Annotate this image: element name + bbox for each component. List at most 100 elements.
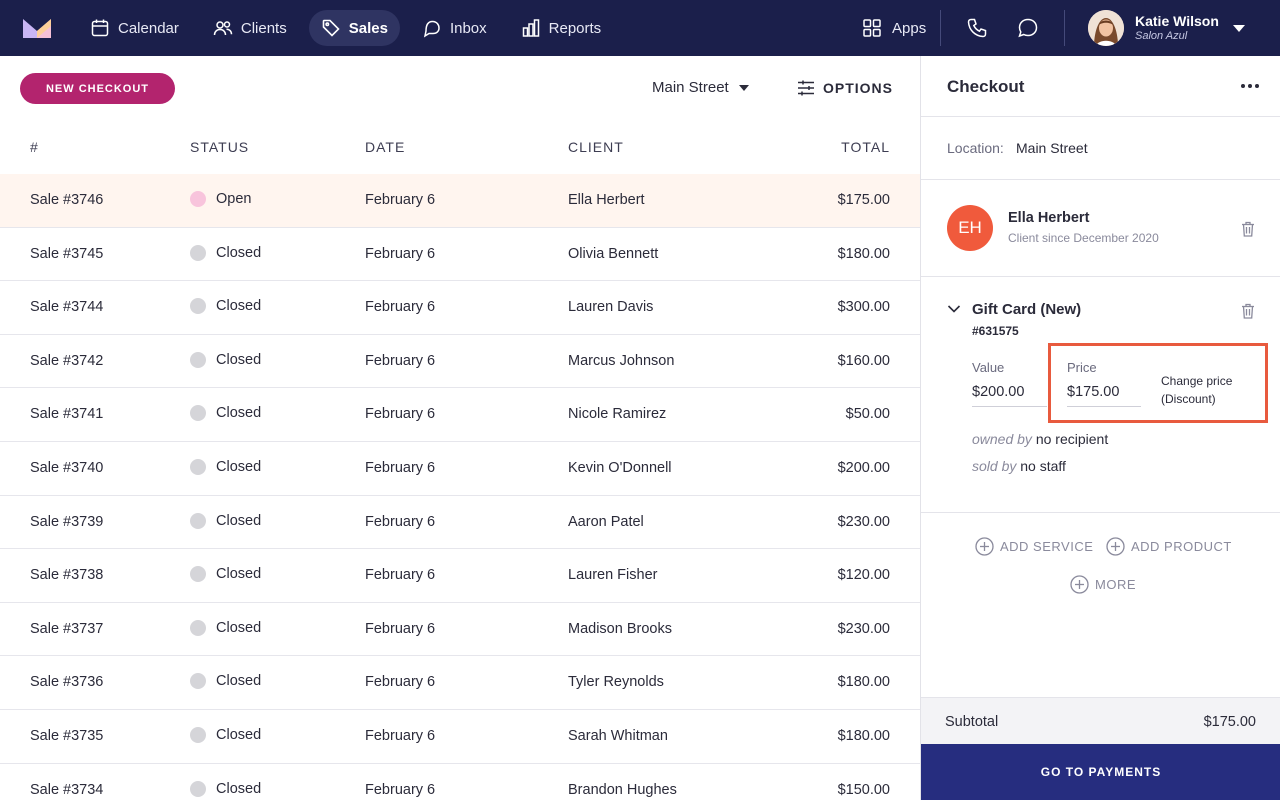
sale-date: February 6 xyxy=(365,459,436,476)
sale-total: $160.00 xyxy=(837,352,890,369)
change-price-note: (Discount) xyxy=(1161,392,1216,406)
plus-circle-icon xyxy=(975,537,994,556)
table-row[interactable]: Sale #3739 Closed February 6 Aaron Patel… xyxy=(0,496,920,550)
subtotal-bar: Subtotal $175.00 xyxy=(921,697,1280,744)
nav-divider xyxy=(1064,10,1065,46)
options-button[interactable]: OPTIONS xyxy=(797,79,893,97)
nav-clients[interactable]: Clients xyxy=(201,10,299,46)
table-row[interactable]: Sale #3742 Closed February 6 Marcus John… xyxy=(0,335,920,389)
sale-date: February 6 xyxy=(365,192,436,208)
bar-chart-icon xyxy=(522,19,539,37)
column-header-status[interactable]: STATUS xyxy=(190,139,250,155)
nav-inbox[interactable]: Inbox xyxy=(410,10,499,46)
status-dot-closed xyxy=(190,673,206,690)
add-service-button[interactable]: ADD SERVICE xyxy=(975,537,1093,556)
owned-by-row[interactable]: owned by no recipient xyxy=(972,431,1108,447)
sale-total: $180.00 xyxy=(837,245,890,262)
sale-client: Aaron Patel xyxy=(568,513,644,530)
table-row[interactable]: Sale #3740 Closed February 6 Kevin O'Don… xyxy=(0,442,920,496)
nav-calendar-label: Calendar xyxy=(118,19,179,37)
status-dot-open xyxy=(190,191,206,207)
client-since: Client since December 2020 xyxy=(1008,231,1159,245)
table-row[interactable]: Sale #3735 Closed February 6 Sarah Whitm… xyxy=(0,710,920,764)
go-to-payments-button[interactable]: GO TO PAYMENTS xyxy=(921,744,1280,800)
status-label: Closed xyxy=(216,619,262,636)
price-input[interactable] xyxy=(1067,384,1141,407)
sale-status: Closed xyxy=(190,458,262,475)
sale-total: $180.00 xyxy=(837,674,890,691)
apps-menu[interactable]: Apps xyxy=(862,10,926,46)
nav-inbox-label: Inbox xyxy=(449,19,487,37)
sale-status: Closed xyxy=(190,244,262,261)
subtotal-value: $175.00 xyxy=(1203,714,1256,730)
value-input[interactable] xyxy=(972,384,1047,407)
sale-status: Closed xyxy=(190,351,261,368)
sale-status: Closed xyxy=(190,405,262,422)
sale-total: $50.00 xyxy=(845,406,890,423)
user-name: Katie Wilson xyxy=(1135,13,1219,29)
column-header-total[interactable]: TOTAL xyxy=(841,139,890,155)
chat-icon[interactable] xyxy=(1017,17,1039,39)
sold-by-label: sold by xyxy=(972,458,1017,474)
phone-icon[interactable] xyxy=(966,17,988,39)
status-dot-closed xyxy=(190,619,206,636)
column-header-number[interactable]: # xyxy=(30,139,39,155)
chevron-down-icon[interactable] xyxy=(947,304,961,314)
sale-client: Lauren Davis xyxy=(568,299,654,316)
status-label: Closed xyxy=(216,458,262,475)
table-row[interactable]: Sale #3746 Open February 6 Ella Herbert … xyxy=(0,174,920,228)
more-button[interactable]: MORE xyxy=(1070,575,1136,594)
change-price-link[interactable]: Change price (Discount) xyxy=(1161,372,1232,408)
nav-calendar[interactable]: Calendar xyxy=(78,10,191,46)
location-select[interactable]: Main Street xyxy=(652,79,749,96)
table-row[interactable]: Sale #3736 Closed February 6 Tyler Reyno… xyxy=(0,656,920,710)
nav-clients-label: Clients xyxy=(240,19,287,37)
sale-total: $230.00 xyxy=(837,620,890,637)
table-row[interactable]: Sale #3741 Closed February 6 Nicole Rami… xyxy=(0,388,920,442)
status-dot-closed xyxy=(190,780,206,797)
sale-number: Sale #3738 xyxy=(30,567,104,584)
options-label: OPTIONS xyxy=(823,80,894,96)
nav-reports-label: Reports xyxy=(548,19,602,37)
sale-client: Kevin O'Donnell xyxy=(568,459,672,476)
status-label: Closed xyxy=(216,244,262,261)
table-row[interactable]: Sale #3745 Closed February 6 Olivia Benn… xyxy=(0,228,920,282)
status-dot-closed xyxy=(190,726,206,743)
sale-total: $150.00 xyxy=(837,781,890,798)
owned-by-label: owned by xyxy=(972,431,1032,447)
top-nav-bar: Calendar Clients Sales Inbox Reports App… xyxy=(0,0,1280,56)
sale-date: February 6 xyxy=(365,406,436,423)
calendar-icon xyxy=(91,19,109,37)
location-label: Location: xyxy=(947,140,1004,156)
sales-table-body: Sale #3746 Open February 6 Ella Herbert … xyxy=(0,174,920,800)
more-options-icon[interactable] xyxy=(1238,84,1259,88)
trash-icon[interactable] xyxy=(1241,221,1255,237)
status-dot-closed xyxy=(190,351,206,368)
app-logo-icon[interactable] xyxy=(22,17,52,39)
sale-number: Sale #3742 xyxy=(30,352,104,369)
trash-icon[interactable] xyxy=(1241,303,1255,319)
add-product-button[interactable]: ADD PRODUCT xyxy=(1106,537,1232,556)
sale-total: $200.00 xyxy=(837,459,890,476)
nav-reports[interactable]: Reports xyxy=(509,10,614,46)
sale-total: $180.00 xyxy=(837,727,890,744)
status-label: Closed xyxy=(216,405,262,422)
column-header-date[interactable]: DATE xyxy=(365,139,406,155)
table-row[interactable]: Sale #3734 Closed February 6 Brandon Hug… xyxy=(0,764,920,800)
column-header-client[interactable]: CLIENT xyxy=(568,139,624,155)
sale-number: Sale #3739 xyxy=(30,513,104,530)
sale-client: Ella Herbert xyxy=(568,192,645,208)
table-row[interactable]: Sale #3744 Closed February 6 Lauren Davi… xyxy=(0,281,920,335)
table-row[interactable]: Sale #3738 Closed February 6 Lauren Fish… xyxy=(0,549,920,603)
sold-by-row[interactable]: sold by no staff xyxy=(972,458,1066,474)
user-menu[interactable]: Katie Wilson Salon Azul xyxy=(1088,10,1245,46)
sale-total: $120.00 xyxy=(837,567,890,584)
sale-total: $230.00 xyxy=(837,513,890,530)
client-name[interactable]: Ella Herbert xyxy=(1008,210,1090,226)
status-label: Open xyxy=(216,191,252,207)
new-checkout-button[interactable]: NEW CHECKOUT xyxy=(20,73,175,104)
checkout-line-item: Gift Card (New) #631575 Value Price Chan… xyxy=(921,277,1280,513)
price-highlight-box xyxy=(1048,343,1268,423)
nav-sales[interactable]: Sales xyxy=(308,10,400,46)
table-row[interactable]: Sale #3737 Closed February 6 Madison Bro… xyxy=(0,603,920,657)
